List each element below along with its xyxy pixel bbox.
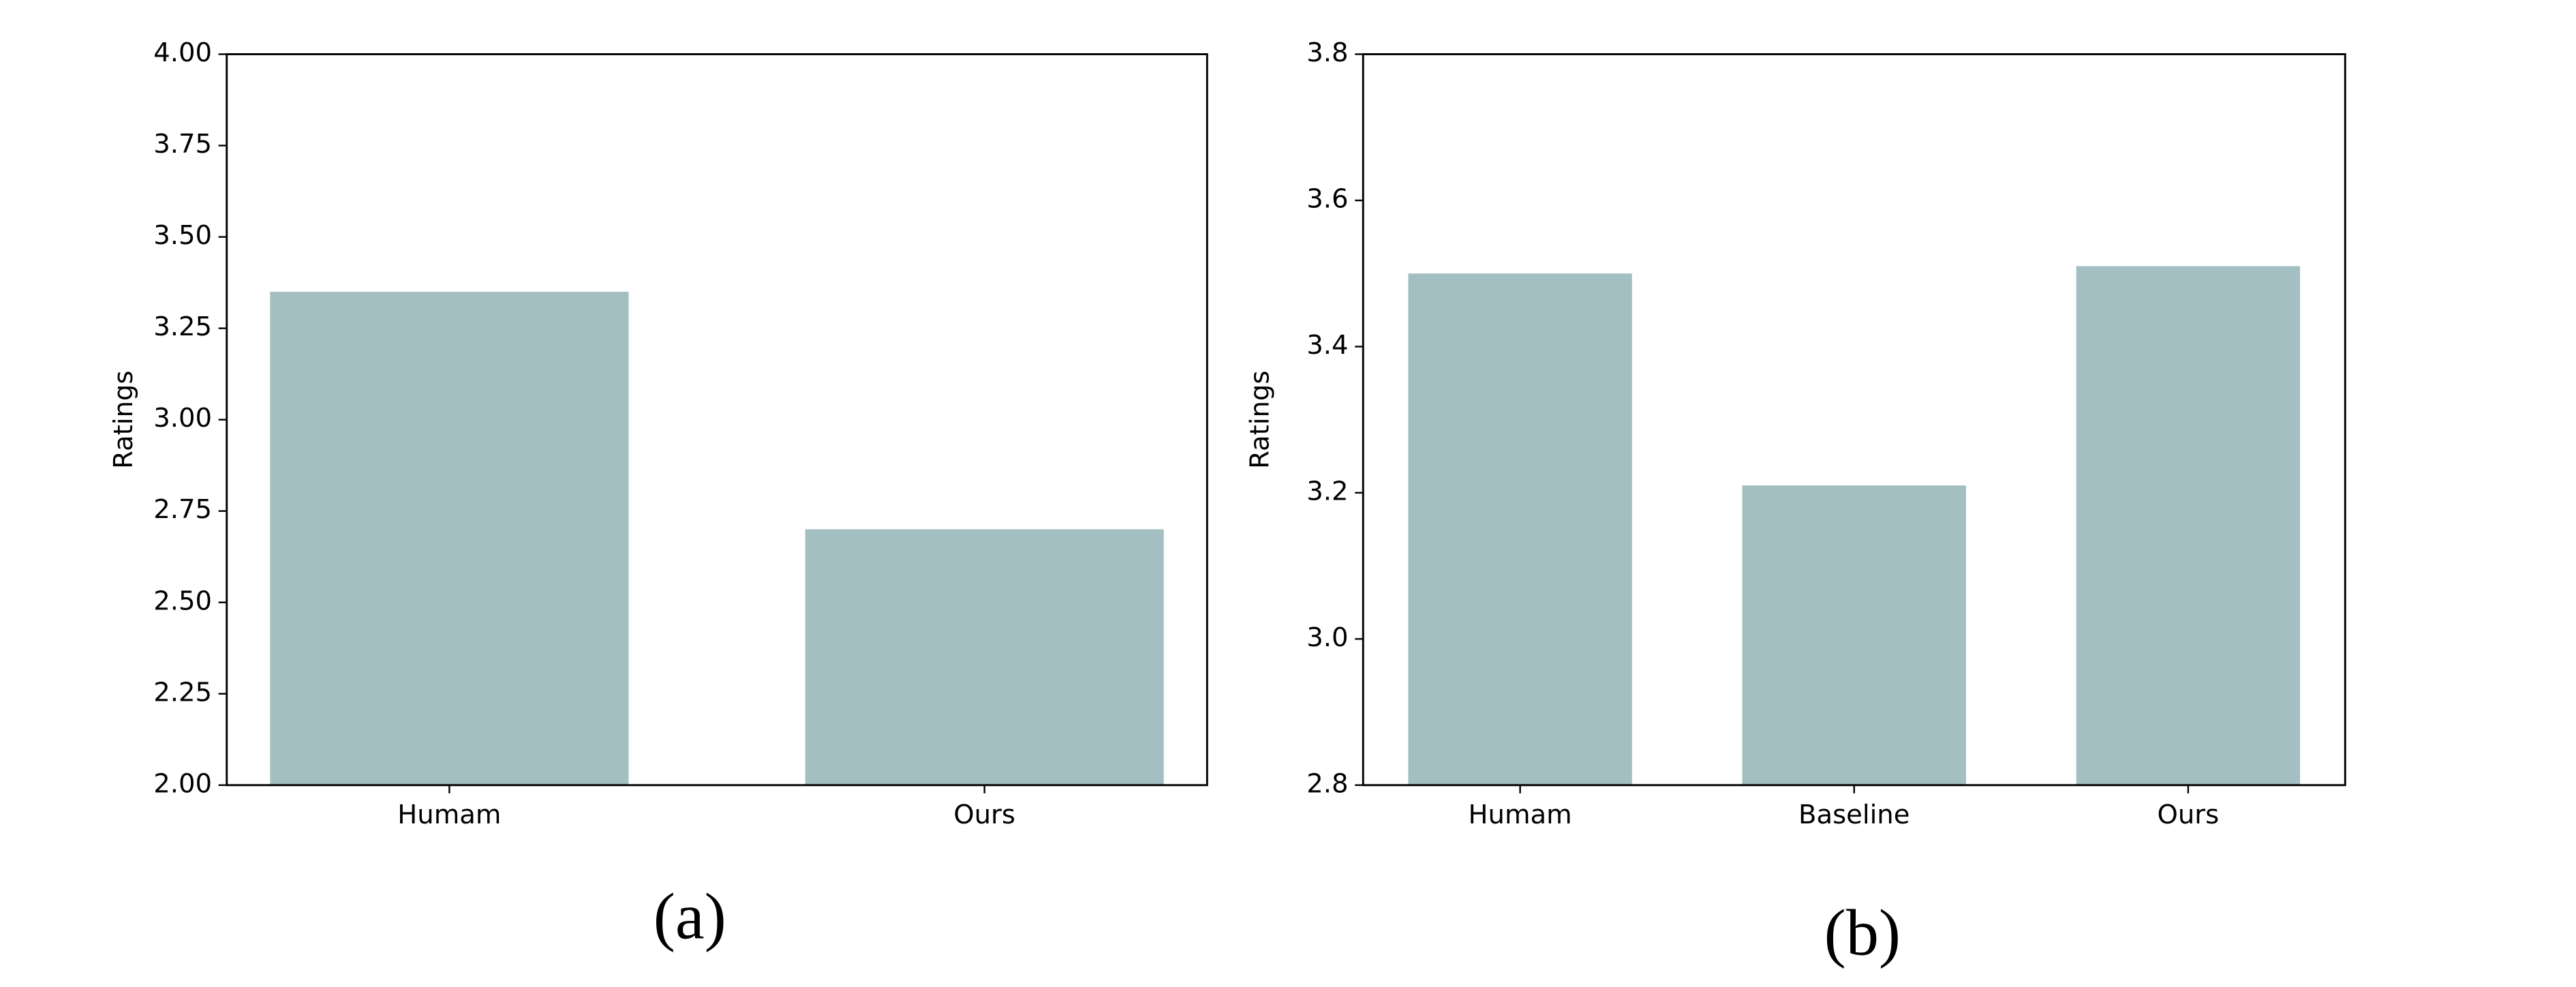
y-tick-label: 3.4 (1306, 330, 1348, 361)
y-tick-label: 3.00 (153, 403, 212, 434)
y-tick-label: 4.00 (153, 37, 212, 68)
y-tick-label: 3.75 (153, 129, 212, 160)
bar (805, 529, 1164, 785)
axes-frame (1362, 53, 2346, 787)
axes-frame (226, 53, 1208, 787)
y-tick-label: 2.50 (153, 586, 212, 616)
x-tick-label: Humam (1469, 800, 1572, 830)
caption: (b) (1824, 896, 1901, 969)
y-tick-label: 3.50 (153, 220, 212, 251)
y-tick-label: 2.00 (153, 768, 212, 799)
y-tick-label: 3.2 (1306, 476, 1348, 506)
y-axis-label: Ratings (1244, 370, 1275, 468)
x-tick-label: Ours (953, 800, 1015, 830)
y-tick-label: 2.8 (1306, 768, 1348, 799)
y-tick-label: 3.0 (1306, 622, 1348, 653)
y-tick-label: 3.6 (1306, 183, 1348, 214)
x-tick-label: Baseline (1798, 800, 1910, 830)
y-tick-label: 3.8 (1306, 37, 1348, 68)
caption: (a) (654, 879, 726, 952)
bar (2076, 266, 2301, 785)
y-tick-label: 2.75 (153, 494, 212, 525)
x-tick-label: Humam (397, 800, 501, 830)
y-axis-label: Ratings (108, 370, 139, 468)
bar (270, 292, 629, 785)
y-tick-label: 2.25 (153, 677, 212, 708)
bar (1742, 485, 1966, 785)
y-tick-label: 3.25 (153, 312, 212, 342)
bar (1408, 273, 1632, 785)
x-tick-label: Ours (2158, 800, 2220, 830)
